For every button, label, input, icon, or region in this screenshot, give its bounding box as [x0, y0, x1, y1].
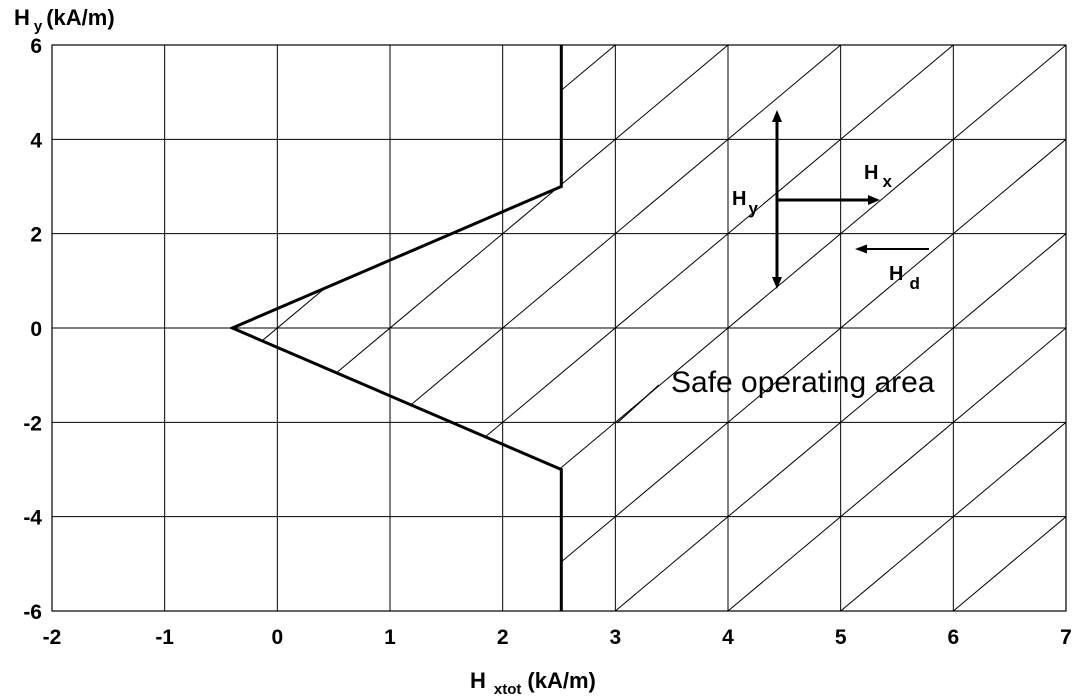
- x-tick-label: 0: [271, 626, 283, 649]
- y-tick-label: 0: [30, 318, 42, 341]
- y-tick-label: 4: [30, 129, 42, 152]
- y-tick-label: 2: [30, 224, 42, 247]
- hx-arrowhead: [868, 195, 880, 205]
- hd-arrowhead: [855, 244, 867, 254]
- y-tick-label: -6: [23, 601, 42, 624]
- hatch-line: [615, 45, 1067, 611]
- x-tick-label: -2: [43, 626, 62, 649]
- x-tick-label: 3: [609, 626, 621, 649]
- hatch-line: [1065, 45, 1067, 611]
- hy-down-arrowhead: [772, 277, 782, 289]
- y-tick-label: 6: [30, 35, 42, 58]
- grid: [52, 45, 1066, 611]
- safe-operating-area-label: Safe operating area: [671, 366, 935, 399]
- y-tick-labels: 6 4 2 0 -2 -4 -6: [23, 35, 42, 624]
- boundary-curve: [228, 45, 563, 611]
- hatch-line: [840, 45, 1067, 611]
- y-tick-label: -2: [23, 412, 42, 435]
- x-tick-label: 5: [835, 626, 847, 649]
- x-tick-label: 2: [497, 626, 509, 649]
- annotation-leader-line: [616, 384, 660, 424]
- y-tick-label: -4: [23, 507, 42, 530]
- hy-up-arrowhead: [772, 110, 782, 122]
- x-tick-labels: -2 -1 0 1 2 3 4 5 6 7: [43, 626, 1072, 649]
- x-tick-label: -1: [155, 626, 174, 649]
- x-tick-label: 1: [384, 626, 396, 649]
- x-tick-label: 6: [947, 626, 959, 649]
- x-tick-label: 7: [1060, 626, 1072, 649]
- hatch-line: [232, 45, 729, 611]
- plot-frame: [51, 44, 1067, 612]
- x-tick-label: 4: [722, 626, 734, 649]
